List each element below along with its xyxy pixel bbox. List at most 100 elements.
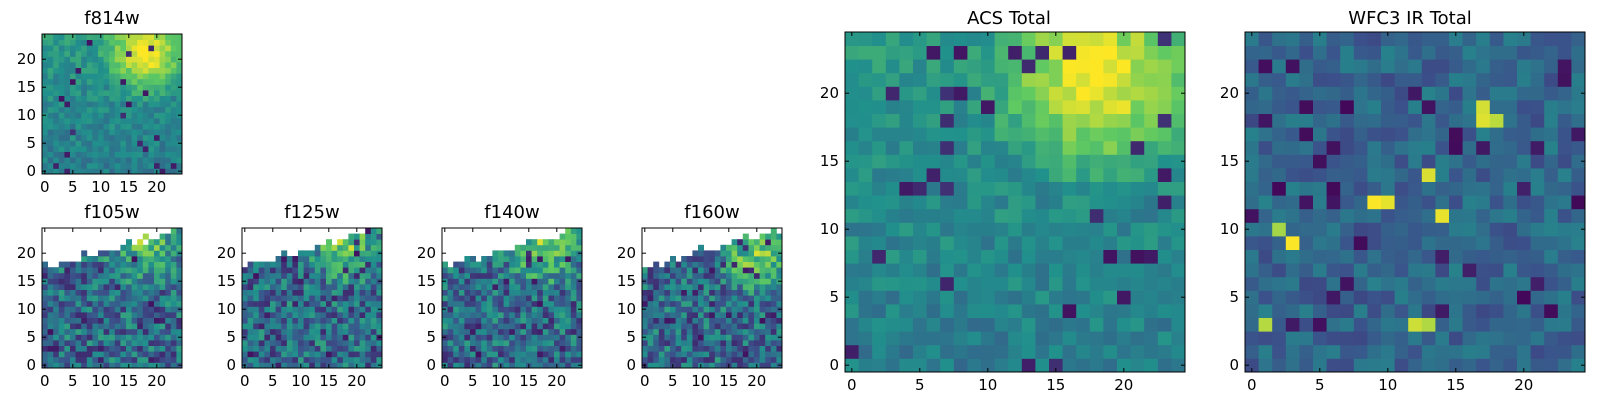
heatmap-cell <box>81 351 88 358</box>
heatmap-cell <box>58 39 65 46</box>
heatmap-cell <box>670 284 676 290</box>
heatmap-cell <box>1021 127 1036 142</box>
heatmap-cell <box>170 67 177 74</box>
heatmap-cell <box>53 356 60 363</box>
heatmap-cell <box>486 323 493 330</box>
heatmap-cell <box>103 50 110 57</box>
heatmap-cell <box>247 362 254 369</box>
heatmap-cell <box>1049 208 1063 223</box>
heatmap-cell <box>275 295 282 302</box>
x-tick-label: 0 <box>847 376 857 394</box>
heatmap-cell <box>765 345 772 352</box>
heatmap-cell <box>126 50 132 57</box>
heatmap-cell <box>170 162 177 169</box>
heatmap-cell <box>520 244 527 251</box>
heatmap-cell <box>359 244 366 251</box>
heatmap-cell <box>1157 86 1172 101</box>
heatmap-cell <box>242 267 248 274</box>
heatmap-cell <box>126 328 132 335</box>
heatmap-cell <box>531 317 538 324</box>
heatmap-cell <box>642 272 648 279</box>
heatmap-cell <box>1076 181 1091 196</box>
heatmap-cell <box>348 351 355 358</box>
heatmap-cell <box>159 123 166 130</box>
heatmap-cell <box>98 278 104 285</box>
heatmap-cell <box>98 345 104 352</box>
heatmap-cell <box>1408 263 1423 278</box>
heatmap-cell <box>698 323 704 330</box>
heatmap-cell <box>275 306 282 313</box>
heatmap-cell <box>737 250 744 257</box>
heatmap-cell <box>86 328 93 335</box>
heatmap-cell <box>754 312 760 318</box>
heatmap-cell <box>1340 263 1355 278</box>
heatmap-cell <box>686 267 693 274</box>
heatmap-cell <box>258 289 265 296</box>
heatmap-cell <box>686 278 693 285</box>
y-tick-label: 0 <box>26 356 36 374</box>
heatmap-cell <box>872 86 887 101</box>
heatmap-cell <box>1103 113 1118 128</box>
heatmap-cell <box>1021 290 1036 305</box>
heatmap-cell <box>940 181 955 196</box>
heatmap-cell <box>1272 32 1287 46</box>
heatmap-cell <box>326 312 332 318</box>
heatmap-cell <box>675 306 682 313</box>
heatmap-cell <box>967 222 982 237</box>
heatmap-cell <box>953 344 968 359</box>
heatmap-cell <box>548 351 555 358</box>
heatmap-cell <box>899 181 914 196</box>
heatmap-cell <box>1557 317 1572 332</box>
heatmap-cell <box>464 289 471 296</box>
heatmap-cell <box>940 154 955 169</box>
heatmap-cell <box>326 300 332 307</box>
heatmap-cell <box>1462 86 1477 101</box>
heatmap-cell <box>92 112 99 119</box>
heatmap-cell <box>1353 59 1368 74</box>
heatmap-cell <box>165 118 172 124</box>
heatmap-cell <box>731 300 738 307</box>
heatmap-cell <box>698 284 704 290</box>
heatmap-cell <box>967 100 982 114</box>
heatmap-cell <box>131 306 138 313</box>
heatmap-cell <box>559 328 566 335</box>
heatmap-cell <box>298 306 304 313</box>
heatmap-cell <box>247 300 254 307</box>
heatmap-cell <box>698 295 704 302</box>
heatmap-cell <box>742 306 749 313</box>
heatmap-cell <box>1517 127 1531 142</box>
heatmap-cell <box>92 256 99 262</box>
heatmap-cell <box>320 345 327 352</box>
heatmap-cell <box>765 261 772 268</box>
heatmap-cell <box>967 249 982 264</box>
heatmap-cell <box>58 345 65 352</box>
heatmap-cell <box>1381 113 1395 128</box>
heatmap-cell <box>120 45 127 52</box>
heatmap-cell <box>154 356 160 363</box>
heatmap-cell <box>1571 32 1586 46</box>
heatmap-cell <box>664 300 671 307</box>
y-tick-label: 0 <box>626 356 636 374</box>
heatmap-cell <box>470 328 476 335</box>
heatmap-cell <box>42 106 48 113</box>
heatmap-cell <box>492 261 499 268</box>
heatmap-cell <box>748 323 755 330</box>
heatmap-cell <box>1171 181 1186 196</box>
heatmap-cell <box>1421 290 1436 305</box>
heatmap-cell <box>58 90 65 96</box>
heatmap-cell <box>692 312 699 318</box>
heatmap-cell <box>86 129 93 136</box>
heatmap-cell <box>845 100 859 114</box>
heatmap-cell <box>737 351 744 358</box>
heatmap-cell <box>872 100 887 114</box>
heatmap-cell <box>1130 236 1145 250</box>
heatmap-cell <box>131 67 138 74</box>
heatmap-cell <box>1076 276 1091 291</box>
heatmap-cell <box>692 306 699 313</box>
heatmap-cell <box>1144 331 1159 346</box>
heatmap-cell <box>81 328 88 335</box>
heatmap-cell <box>1476 290 1491 305</box>
heatmap-cell <box>953 208 968 223</box>
heatmap-cell <box>776 244 783 251</box>
heatmap-cell <box>1245 72 1259 87</box>
